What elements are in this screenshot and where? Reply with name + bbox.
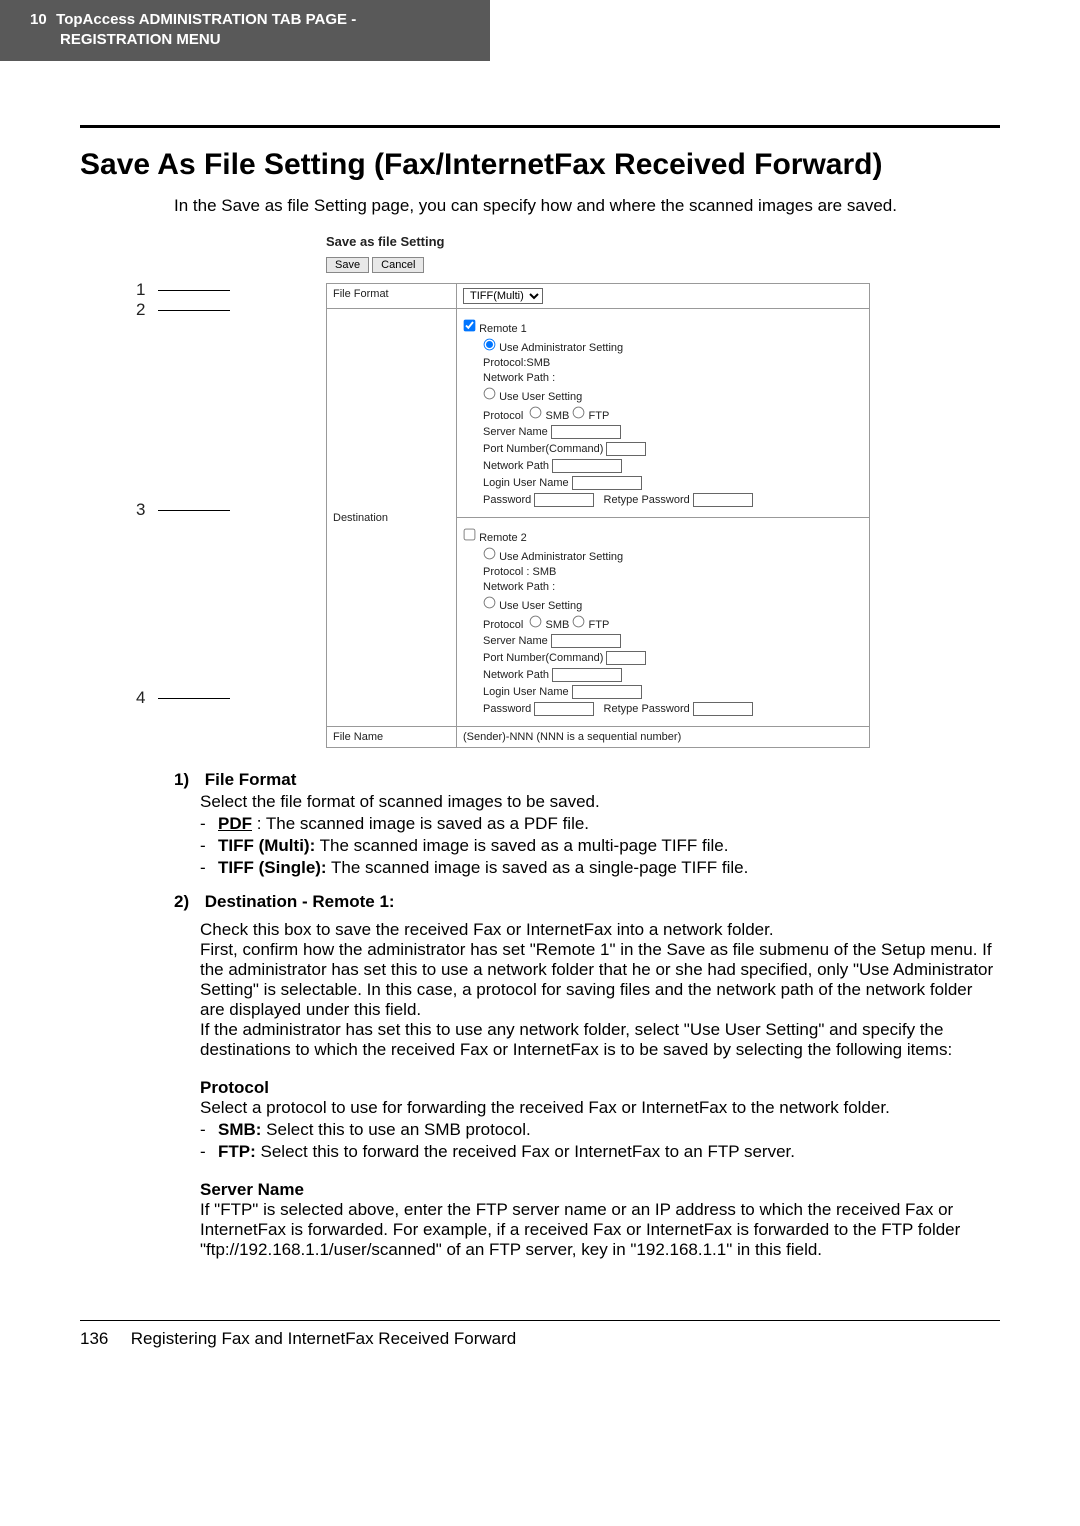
server-desc: If "FTP" is selected above, enter the FT… (200, 1200, 1000, 1260)
remote1-smb: SMB (546, 410, 570, 422)
server-heading: Server Name (200, 1180, 1000, 1200)
description-list: 1) File Format Select the file format of… (174, 770, 1000, 1260)
remote2-port-input[interactable] (606, 651, 646, 665)
remote1-protocol-label: Protocol (483, 410, 523, 422)
remote2-server-input[interactable] (551, 634, 621, 648)
remote2-port-label: Port Number(Command) (483, 652, 603, 664)
remote1-title: Remote 1 (479, 323, 527, 335)
callout-4: 4 (136, 688, 154, 708)
remote2-checkbox[interactable] (464, 529, 476, 541)
protocol-heading: Protocol (200, 1078, 1000, 1098)
remote1-ftp-radio[interactable] (573, 407, 585, 419)
item1-label: File Format (205, 770, 297, 789)
remote1-port-input[interactable] (606, 442, 646, 456)
item2-p2: First, confirm how the administrator has… (200, 940, 1000, 1020)
remote1-checkbox[interactable] (464, 320, 476, 332)
item2-label: Destination - Remote 1: (205, 892, 395, 911)
screenshot-heading: Save as file Setting (230, 234, 890, 249)
proto-b1-key: SMB: (218, 1120, 261, 1139)
item1-desc: Select the file format of scanned images… (200, 792, 1000, 812)
remote2-ftp: FTP (589, 619, 610, 631)
file-format-select[interactable]: TIFF(Multi) (463, 288, 543, 304)
item2-num: 2) (174, 892, 200, 912)
remote1-retype-label: Retype Password (604, 494, 690, 506)
chapter-title-1: TopAccess ADMINISTRATION TAB PAGE - (56, 11, 356, 28)
destination-label: Destination (327, 309, 457, 727)
proto-b1-rest: Select this to use an SMB protocol. (261, 1120, 530, 1139)
footer-title: Registering Fax and InternetFax Received… (131, 1329, 517, 1348)
remote1-user-radio[interactable] (484, 388, 496, 400)
remote2-netpath-admin: Network Path : (483, 581, 863, 593)
remote2-netpath-input[interactable] (552, 668, 622, 682)
proto-b2-rest: Select this to forward the received Fax … (256, 1142, 795, 1161)
intro-text: In the Save as file Setting page, you ca… (174, 196, 1000, 216)
remote2-user-radio[interactable] (484, 597, 496, 609)
page-root: 10 TopAccess ADMINISTRATION TAB PAGE - R… (0, 0, 1080, 1389)
page-footer: 136 Registering Fax and InternetFax Rece… (0, 1320, 1080, 1389)
callout-3: 3 (136, 500, 154, 520)
item1-b2-rest: The scanned image is saved as a multi-pa… (315, 836, 728, 855)
remote2-netpath-label: Network Path (483, 669, 549, 681)
section-title: Save As File Setting (Fax/InternetFax Re… (80, 148, 1000, 182)
remote1-user-label: Use User Setting (499, 391, 582, 403)
item1-b1-key: PDF (218, 814, 252, 833)
callout-1: 1 (136, 280, 154, 300)
chapter-title-2: REGISTRATION MENU (30, 30, 472, 50)
remote1-password-label: Password (483, 494, 531, 506)
remote1-ftp: FTP (589, 410, 610, 422)
remote1-admin-radio[interactable] (484, 339, 496, 351)
item1-num: 1) (174, 770, 200, 790)
remote1-netpath-admin: Network Path : (483, 372, 863, 384)
section-rule (80, 125, 1000, 128)
remote2-retype-label: Retype Password (604, 703, 690, 715)
file-name-label: File Name (327, 727, 457, 748)
remote2-title: Remote 2 (479, 532, 527, 544)
item1-b2-key: TIFF (Multi): (218, 836, 315, 855)
file-format-label: File Format (327, 284, 457, 309)
remote2-password-input[interactable] (534, 702, 594, 716)
remote1-netpath-input[interactable] (552, 459, 622, 473)
remote2-password-label: Password (483, 703, 531, 715)
cancel-button[interactable]: Cancel (372, 257, 424, 273)
remote2-retype-input[interactable] (693, 702, 753, 716)
page-number: 136 (80, 1329, 126, 1349)
screenshot: 1 2 3 4 Save as file Setting Save Cancel… (230, 234, 890, 748)
save-button[interactable]: Save (326, 257, 369, 273)
item1-b3-rest: The scanned image is saved as a single-p… (327, 858, 749, 877)
callout-2: 2 (136, 300, 154, 320)
remote1-port-label: Port Number(Command) (483, 443, 603, 455)
file-name-value: (Sender)-NNN (NNN is a sequential number… (457, 727, 870, 748)
remote2-protocol-label: Protocol (483, 619, 523, 631)
remote2-user-label: Use User Setting (499, 600, 582, 612)
item2-p3: If the administrator has set this to use… (200, 1020, 1000, 1060)
remote1-retype-input[interactable] (693, 493, 753, 507)
remote1-password-input[interactable] (534, 493, 594, 507)
item1-b3-key: TIFF (Single): (218, 858, 327, 877)
item1-b1-rest: : The scanned image is saved as a PDF fi… (252, 814, 589, 833)
remote2-server-label: Server Name (483, 635, 548, 647)
remote1-login-input[interactable] (572, 476, 642, 490)
item2-p1: Check this box to save the received Fax … (200, 920, 1000, 940)
remote2-admin-label: Use Administrator Setting (499, 551, 623, 563)
remote1-server-label: Server Name (483, 426, 548, 438)
chapter-number: 10 (30, 10, 52, 30)
remote2-login-input[interactable] (572, 685, 642, 699)
remote2-admin-radio[interactable] (484, 548, 496, 560)
remote1-server-input[interactable] (551, 425, 621, 439)
remote2-ftp-radio[interactable] (573, 616, 585, 628)
remote1-protocol-admin: Protocol:SMB (483, 357, 863, 369)
remote1-smb-radio[interactable] (530, 407, 542, 419)
remote1-admin-label: Use Administrator Setting (499, 342, 623, 354)
chapter-header: 10 TopAccess ADMINISTRATION TAB PAGE - R… (0, 0, 490, 61)
remote2-login-label: Login User Name (483, 686, 569, 698)
protocol-desc: Select a protocol to use for forwarding … (200, 1098, 1000, 1118)
remote2-smb-radio[interactable] (530, 616, 542, 628)
remote1-netpath-label: Network Path (483, 460, 549, 472)
settings-table: File Format TIFF(Multi) Destination Remo… (326, 283, 870, 748)
remote1-login-label: Login User Name (483, 477, 569, 489)
remote2-protocol-admin: Protocol : SMB (483, 566, 863, 578)
proto-b2-key: FTP: (218, 1142, 256, 1161)
remote2-smb: SMB (546, 619, 570, 631)
